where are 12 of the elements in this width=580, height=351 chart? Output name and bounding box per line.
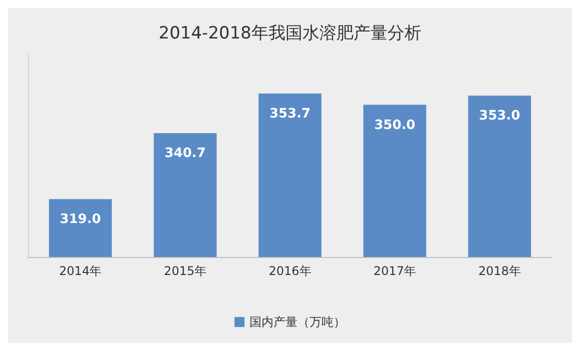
chart-title: 2014-2018年我国水溶肥产量分析 — [158, 24, 422, 44]
x-tick-label: 2016年 — [268, 264, 312, 278]
x-tick-label: 2014年 — [59, 264, 102, 278]
x-tick-label: 2017年 — [374, 264, 416, 278]
data-label: 353.7 — [269, 106, 311, 122]
data-label: 340.7 — [164, 146, 206, 162]
x-tick-label: 2015年 — [164, 264, 206, 278]
data-label: 350.0 — [374, 118, 416, 133]
legend-label: 国内产量（万吨） — [250, 315, 346, 329]
data-label: 353.0 — [479, 108, 520, 124]
x-tick-label: 2018年 — [478, 264, 521, 278]
data-label: 319.0 — [60, 212, 101, 228]
